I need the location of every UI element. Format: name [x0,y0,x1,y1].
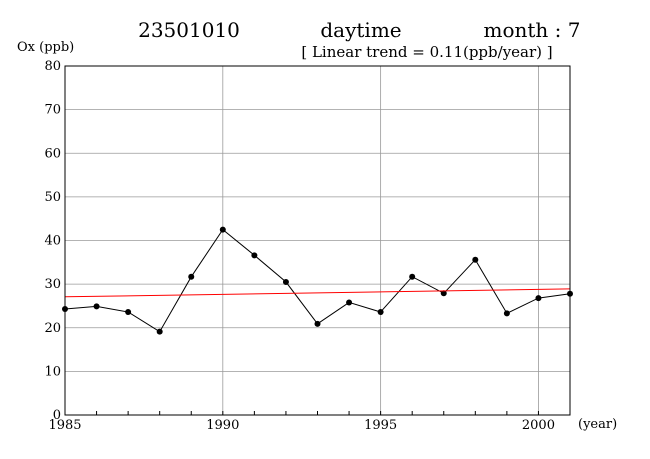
y-tick-label: 20 [44,321,61,336]
y-tick-label: 30 [44,277,61,292]
y-tick-label: 80 [44,59,61,74]
y-tick-label: 10 [44,364,61,379]
data-point [346,299,353,306]
x-tick-label: 2000 [522,418,555,433]
plot-frame [64,65,571,416]
month-label: month : 7 [484,18,581,42]
data-series [62,226,573,335]
y-tick-label: 0 [53,408,61,423]
data-point [156,328,163,335]
y-tick-label: 40 [44,234,61,249]
data-point [314,320,321,327]
y-tick-label: 60 [44,146,61,161]
trend-line [64,288,571,298]
period-label: daytime [320,18,401,42]
data-point [503,310,510,317]
data-point [93,303,100,310]
x-axis-label: (year) [578,417,617,432]
data-point [282,278,289,285]
y-tick-label: 50 [44,190,61,205]
y-tick-label: 70 [44,103,61,118]
data-point [377,309,384,316]
data-point [125,309,132,316]
data-point [535,295,542,302]
x-tick-label: 1990 [206,418,239,433]
trend-label: [ Linear trend = 0.11(ppb/year) ] [301,43,552,61]
data-point [440,290,447,297]
data-point [219,226,226,233]
x-tick-label: 1985 [48,418,81,433]
tick-labels: 0 10 20 30 40 50 60 70 80 1985 1990 1995 2000 [44,59,555,433]
x-tick-label: 1995 [364,418,397,433]
ox-line [64,228,571,333]
data-point [472,256,479,263]
station-code: 23501010 [138,18,240,42]
y-axis-label: Ox (ppb) [17,40,74,55]
data-point [188,273,195,280]
data-point [409,273,416,280]
data-point [251,252,258,259]
grid [64,65,571,416]
